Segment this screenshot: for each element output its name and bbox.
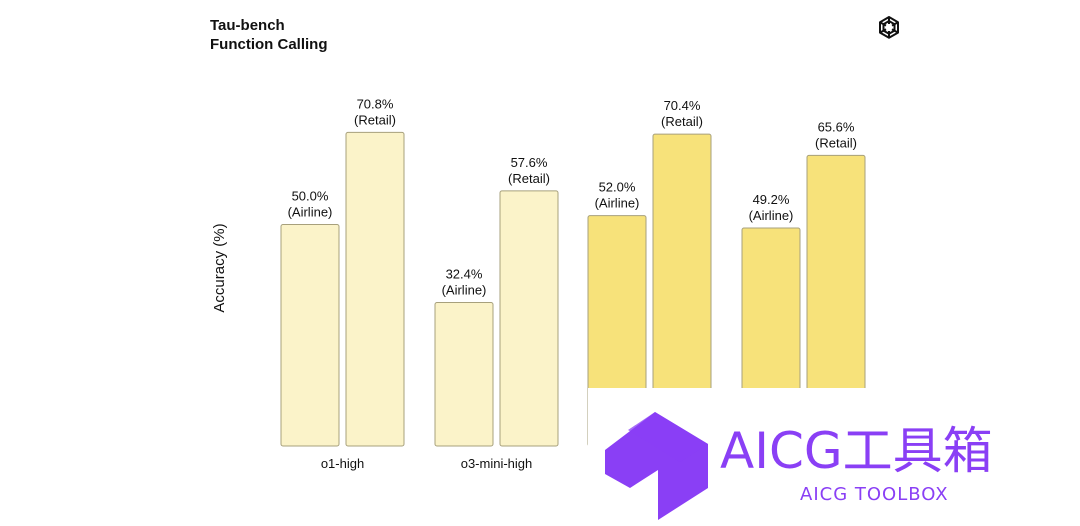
data-label-series-airline-2: (Airline) (442, 282, 487, 297)
data-label-series-retail-3: (Retail) (661, 114, 703, 129)
chart-title-line2: Function Calling (210, 36, 328, 53)
x-tick-label-1: o1-high (321, 456, 364, 471)
data-label-series-retail-1: (Retail) (354, 112, 396, 127)
data-label-value-airline-4: 49.2% (753, 192, 790, 207)
data-label-series-airline-3: (Airline) (595, 196, 640, 211)
data-label-value-airline-1: 50.0% (292, 189, 329, 204)
data-label-series-airline-1: (Airline) (288, 205, 333, 220)
data-label-value-airline-2: 32.4% (446, 266, 483, 281)
watermark-sub: AICG TOOLBOX (800, 484, 949, 505)
x-tick-labels-group: o1-high o3-mini-high (321, 456, 532, 471)
bar-airline-2 (434, 301, 494, 447)
data-label-value-retail-4: 65.6% (818, 119, 855, 134)
data-label-series-retail-4: (Retail) (815, 135, 857, 150)
watermark: AICG工具箱 AICG TOOLBOX (588, 388, 1080, 526)
data-label-series-airline-4: (Airline) (749, 208, 794, 223)
chart-title: Tau-bench Function Calling (210, 16, 328, 54)
data-label-value-airline-3: 52.0% (599, 180, 636, 195)
openai-logo-icon (879, 16, 899, 39)
y-axis-label: Accuracy (%) (211, 223, 228, 312)
data-label-value-retail-1: 70.8% (357, 96, 394, 111)
data-label-value-retail-2: 57.6% (511, 155, 548, 170)
bar-retail-1 (345, 131, 405, 447)
x-tick-label-2: o3-mini-high (461, 456, 533, 471)
data-labels-group: 50.0%(Airline)70.8%(Retail)32.4%(Airline… (288, 96, 857, 297)
chart-title-line1: Tau-bench (210, 17, 285, 34)
bar-airline-1 (280, 224, 340, 447)
bar-retail-2 (499, 190, 559, 447)
bars-group (280, 131, 866, 447)
data-label-value-retail-3: 70.4% (664, 98, 701, 113)
watermark-brand: AICG工具箱 (720, 422, 993, 480)
aicg-toolbox-logo-icon (605, 412, 708, 520)
data-label-series-retail-2: (Retail) (508, 171, 550, 186)
